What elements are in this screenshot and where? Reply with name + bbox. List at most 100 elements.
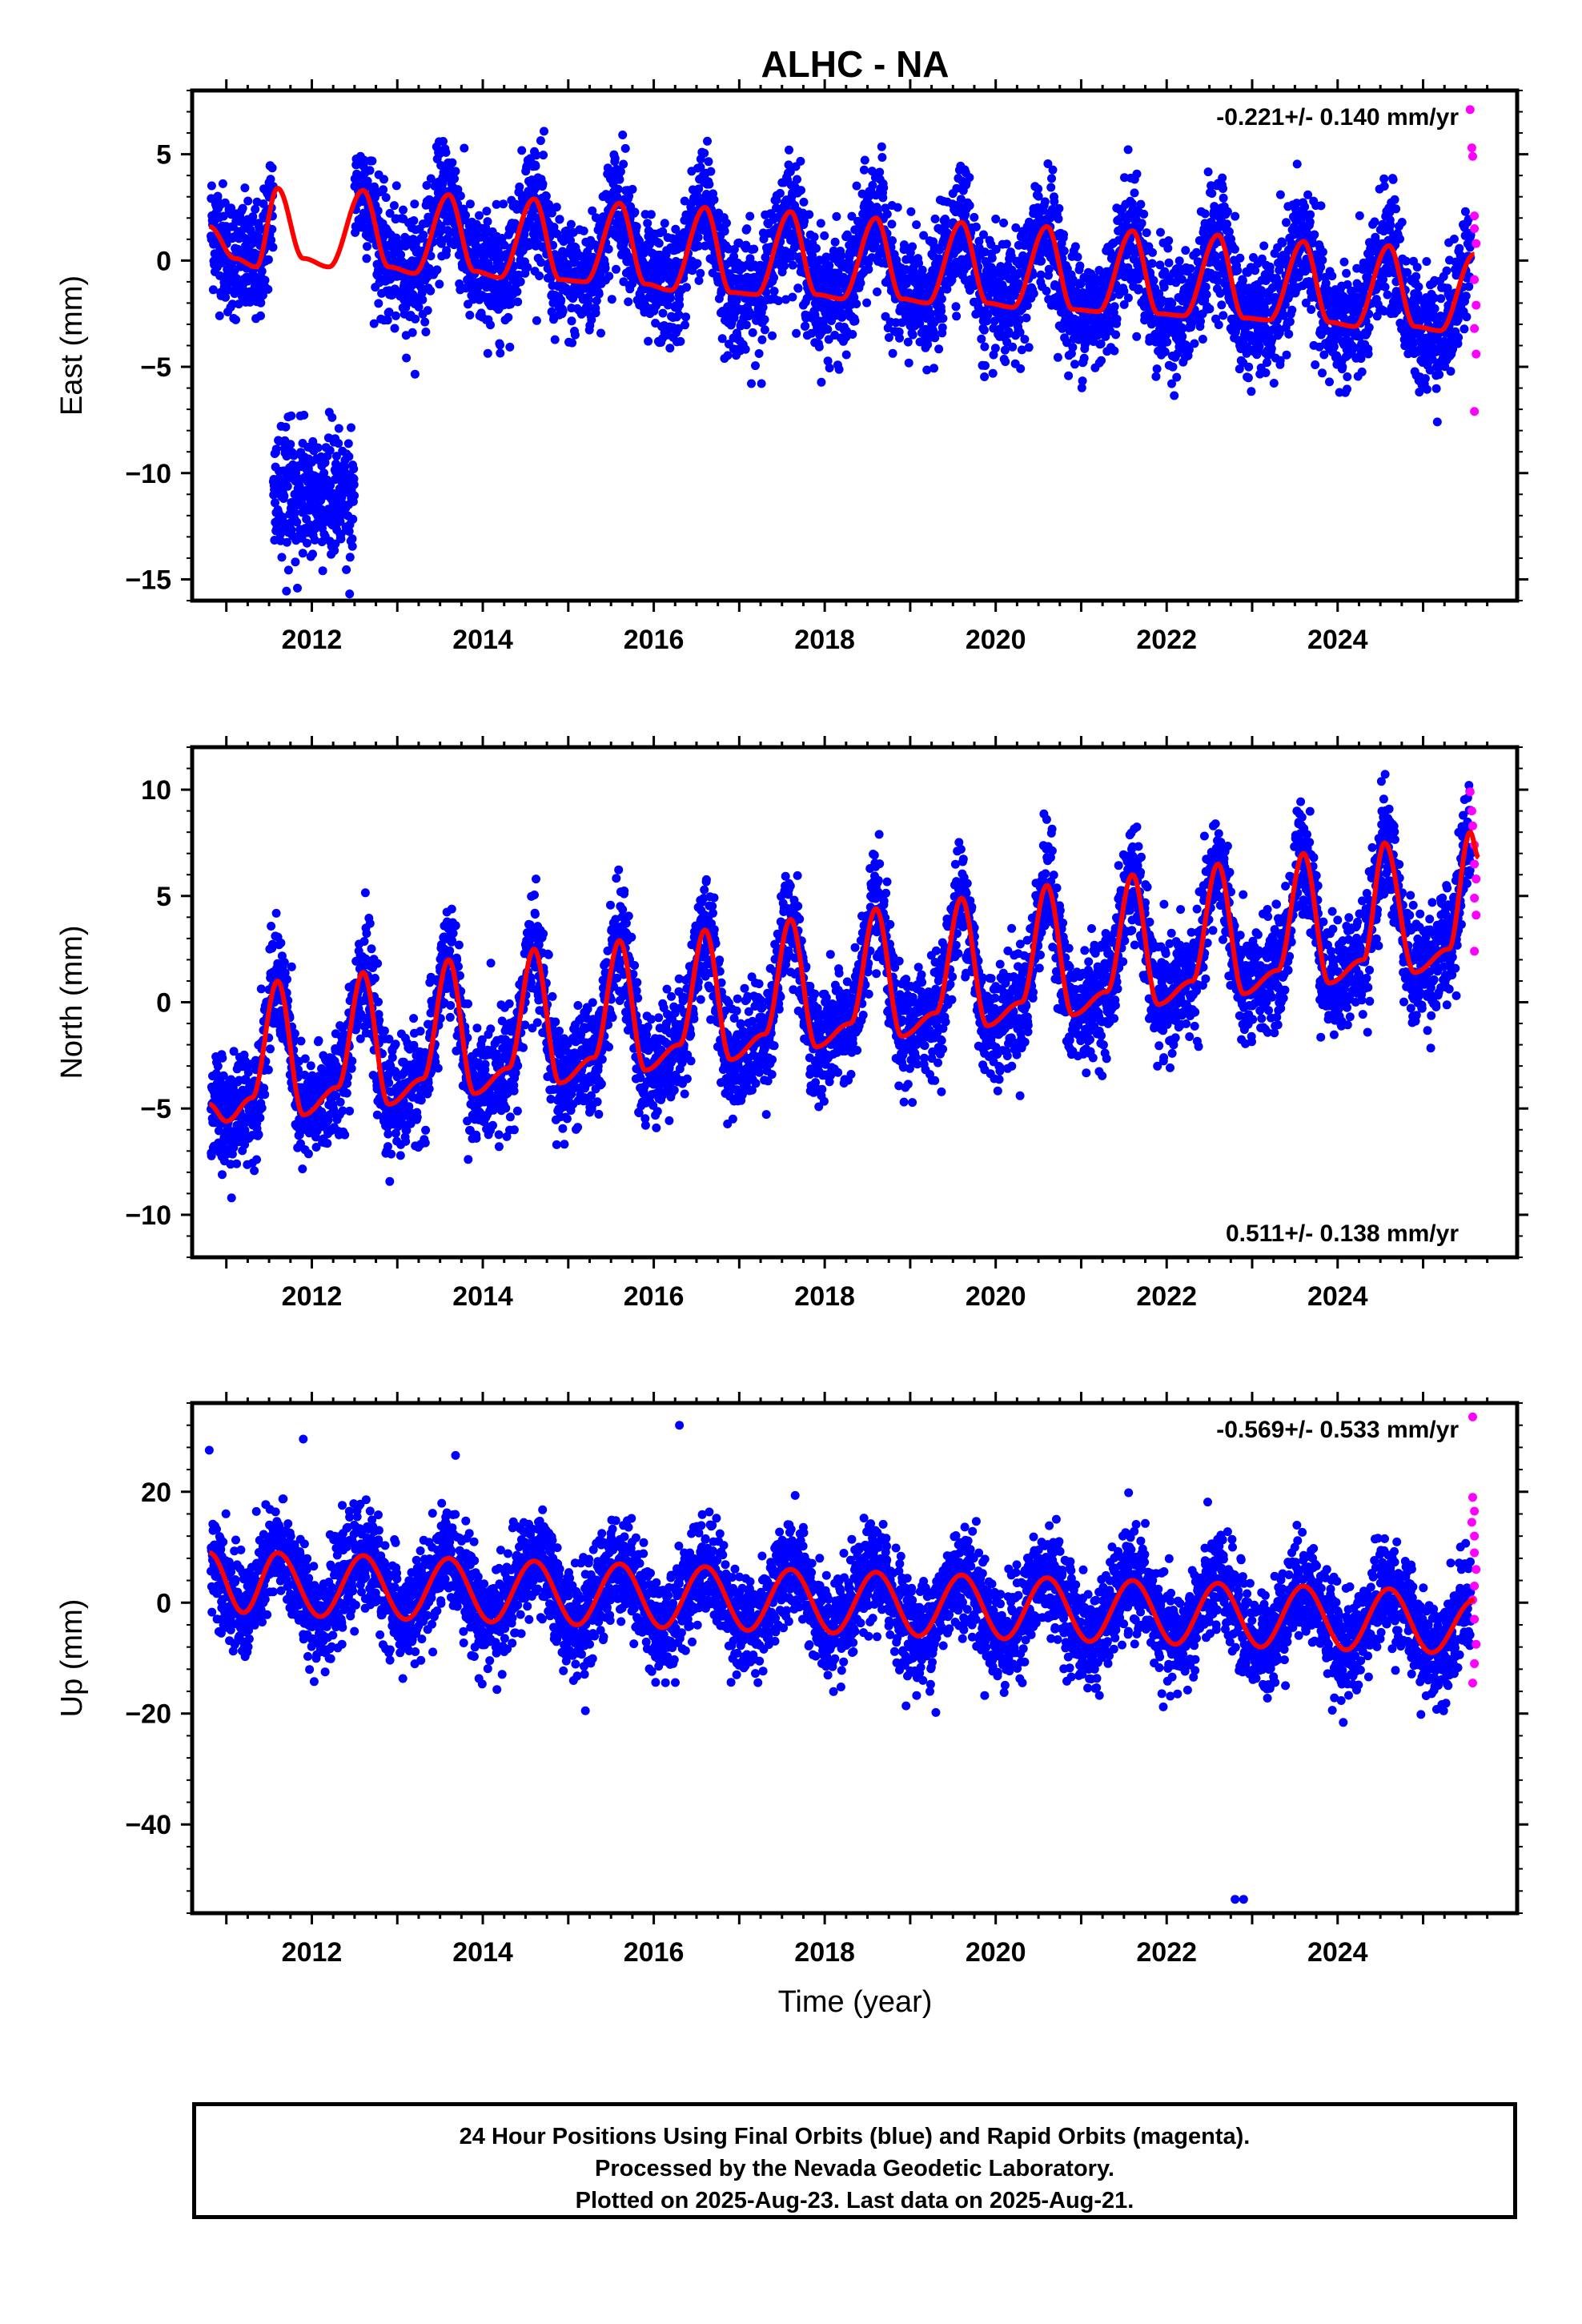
final-point: [888, 348, 897, 358]
final-point: [499, 199, 508, 209]
final-point: [882, 209, 892, 219]
final-point: [860, 155, 869, 165]
final-point: [1059, 230, 1068, 239]
final-point: [1342, 268, 1351, 278]
final-point: [666, 293, 676, 303]
final-point: [1442, 266, 1452, 275]
final-point: [365, 166, 375, 175]
final-point: [970, 212, 979, 222]
final-point: [893, 203, 902, 212]
final-point: [630, 207, 640, 217]
final-point: [1163, 243, 1173, 253]
final-point: [878, 193, 888, 203]
final-point: [604, 271, 614, 281]
final-point: [379, 175, 388, 184]
final-point: [1327, 271, 1337, 281]
final-point: [981, 361, 990, 370]
final-point: [1282, 218, 1291, 227]
final-point: [788, 260, 797, 270]
final-point: [1151, 372, 1161, 381]
final-point: [517, 146, 527, 155]
final-point: [263, 284, 273, 294]
final-point: [632, 222, 641, 231]
final-point: [693, 232, 703, 242]
final-point: [760, 315, 769, 324]
final-point: [1203, 167, 1213, 177]
final-point: [420, 317, 430, 327]
final-point: [705, 179, 714, 189]
final-point: [1068, 343, 1078, 352]
final-point: [937, 294, 946, 304]
final-point: [1190, 339, 1199, 348]
final-point: [1261, 368, 1271, 377]
final-point: [624, 297, 633, 307]
final-point: [887, 219, 897, 229]
final-point: [1325, 377, 1334, 387]
final-point: [512, 287, 522, 296]
final-point: [1395, 234, 1404, 243]
final-point: [1243, 373, 1253, 383]
final-point: [531, 162, 540, 171]
final-point: [267, 224, 277, 234]
final-point: [441, 147, 451, 157]
final-point: [483, 348, 492, 358]
final-point: [1097, 356, 1106, 365]
final-point: [812, 243, 821, 253]
final-point: [227, 300, 237, 309]
final-point: [768, 331, 777, 340]
final-point: [1284, 329, 1294, 339]
final-point: [1318, 247, 1327, 257]
final-point: [541, 191, 551, 201]
final-point: [1048, 165, 1058, 175]
final-point: [1412, 263, 1422, 272]
final-point: [1029, 289, 1038, 298]
final-point: [483, 217, 492, 227]
final-point: [1446, 367, 1456, 376]
final-point: [654, 239, 664, 248]
final-point: [1164, 236, 1174, 245]
final-point: [643, 219, 652, 228]
final-point: [234, 300, 243, 309]
final-point: [1287, 305, 1297, 315]
final-point: [971, 222, 981, 231]
final-point: [799, 197, 809, 207]
final-point: [610, 154, 620, 163]
final-point: [1436, 294, 1446, 304]
final-point: [240, 183, 250, 193]
final-point: [991, 215, 1001, 223]
final-point: [788, 292, 797, 302]
final-point: [979, 325, 989, 335]
final-point: [592, 296, 601, 306]
final-point: [389, 201, 399, 211]
final-point: [908, 242, 917, 251]
final-point: [665, 344, 675, 353]
final-point: [493, 245, 503, 255]
final-point: [816, 219, 825, 228]
final-point: [1224, 227, 1234, 236]
final-point: [906, 207, 916, 216]
final-point: [624, 191, 634, 201]
final-point: [1397, 218, 1407, 227]
final-point: [796, 156, 805, 166]
final-point: [411, 314, 420, 324]
final-point: [215, 311, 224, 320]
final-point: [1414, 282, 1423, 292]
final-point: [207, 181, 216, 191]
final-point: [615, 175, 624, 184]
final-point: [620, 143, 630, 153]
final-point: [848, 330, 857, 339]
final-point: [1269, 379, 1279, 388]
final-point: [754, 349, 764, 358]
final-point: [862, 298, 872, 308]
final-point: [1044, 264, 1054, 274]
final-point: [231, 315, 240, 324]
final-point: [681, 312, 691, 322]
final-point: [1110, 346, 1119, 356]
final-point: [1223, 207, 1232, 216]
final-point: [938, 314, 948, 324]
final-point: [612, 264, 620, 274]
final-point: [674, 310, 684, 320]
final-point: [538, 179, 548, 189]
final-point: [417, 288, 427, 298]
final-point: [1364, 323, 1374, 332]
